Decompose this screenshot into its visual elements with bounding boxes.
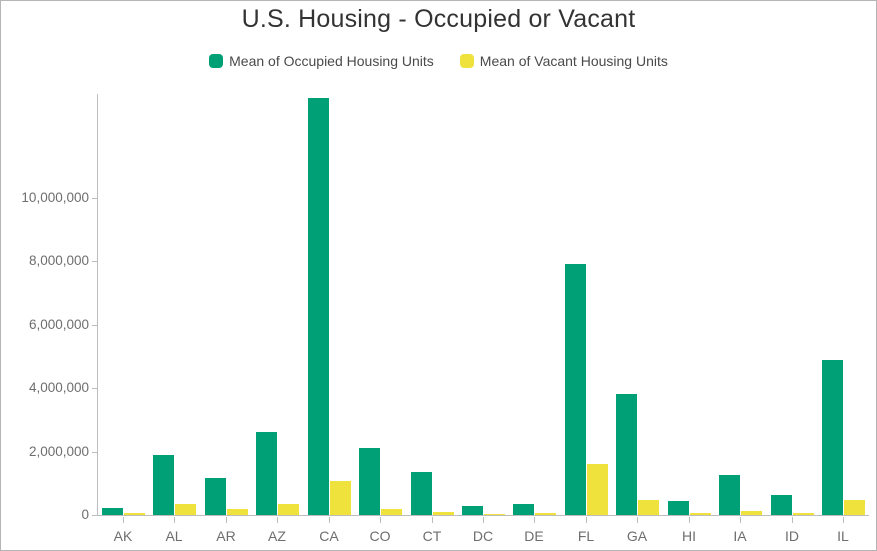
x-axis-label-hi: HI — [682, 528, 696, 544]
x-axis-label-ct: CT — [422, 528, 442, 544]
x-axis-tick — [792, 517, 793, 523]
bar-ak-occupied[interactable] — [102, 508, 123, 515]
x-axis-label-ar: AR — [216, 528, 236, 544]
bar-al-vacant[interactable] — [175, 504, 196, 515]
bar-ga-vacant[interactable] — [638, 500, 659, 515]
x-axis-label-de: DE — [524, 528, 544, 544]
bar-ak-vacant[interactable] — [124, 513, 145, 515]
y-axis-tick — [92, 261, 97, 262]
bar-ia-vacant[interactable] — [741, 511, 762, 515]
y-axis-label: 4,000,000 — [28, 380, 89, 395]
y-axis-label: 8,000,000 — [28, 253, 89, 268]
bar-il-occupied[interactable] — [822, 360, 843, 515]
chart-legend: Mean of Occupied Housing Units Mean of V… — [1, 53, 876, 69]
x-axis-tick — [380, 517, 381, 523]
y-axis-label: 0 — [81, 507, 89, 522]
x-axis-tick — [534, 517, 535, 523]
y-axis-tick — [92, 198, 97, 199]
chart-title: U.S. Housing - Occupied or Vacant — [241, 5, 636, 33]
x-axis-tick — [637, 517, 638, 523]
x-axis-tick — [123, 517, 124, 523]
x-axis-label-ca: CA — [319, 528, 339, 544]
bar-ca-occupied[interactable] — [308, 98, 329, 515]
occupied-series-swatch-icon — [209, 54, 224, 68]
x-axis-label-il: IL — [837, 528, 849, 544]
bar-al-occupied[interactable] — [153, 455, 174, 515]
bar-id-vacant[interactable] — [793, 513, 814, 515]
x-axis-label-ia: IA — [733, 528, 747, 544]
bar-az-occupied[interactable] — [256, 432, 277, 515]
x-axis-tick — [174, 517, 175, 523]
x-axis-tick — [689, 517, 690, 523]
vacant-series-swatch-icon — [459, 54, 474, 68]
bar-de-occupied[interactable] — [513, 504, 534, 515]
x-axis-tick — [586, 517, 587, 523]
bar-fl-vacant[interactable] — [587, 464, 608, 515]
x-axis-tick — [843, 517, 844, 523]
x-axis-tick — [483, 517, 484, 523]
y-axis-tick — [92, 515, 97, 516]
bar-ar-occupied[interactable] — [205, 478, 226, 515]
x-axis-label-id: ID — [785, 528, 799, 544]
x-axis-label-ak: AK — [113, 528, 133, 544]
y-axis-label: 6,000,000 — [28, 317, 89, 332]
bar-ia-occupied[interactable] — [719, 475, 740, 515]
x-axis-tick — [432, 517, 433, 523]
bar-ca-vacant[interactable] — [330, 481, 351, 515]
y-axis-label: 10,000,000 — [21, 190, 89, 205]
x-axis-label-al: AL — [165, 528, 183, 544]
bar-id-occupied[interactable] — [771, 495, 792, 515]
y-axis-tick — [92, 388, 97, 389]
legend-item-occupied[interactable]: Mean of Occupied Housing Units — [209, 53, 434, 69]
bar-ct-occupied[interactable] — [411, 472, 432, 515]
bar-ct-vacant[interactable] — [433, 512, 454, 515]
bar-il-vacant[interactable] — [844, 500, 865, 515]
y-axis-label: 2,000,000 — [28, 444, 89, 459]
bar-co-occupied[interactable] — [359, 448, 380, 515]
plot-area — [97, 94, 869, 516]
bar-hi-vacant[interactable] — [690, 513, 711, 515]
bar-ga-occupied[interactable] — [616, 394, 637, 515]
legend-label-vacant: Mean of Vacant Housing Units — [479, 53, 668, 69]
y-axis-tick — [92, 325, 97, 326]
x-axis-label-dc: DC — [472, 528, 494, 544]
legend-label-occupied: Mean of Occupied Housing Units — [229, 53, 434, 69]
bar-hi-occupied[interactable] — [668, 501, 689, 515]
bar-az-vacant[interactable] — [278, 504, 299, 515]
x-axis-tick — [329, 517, 330, 523]
bar-ar-vacant[interactable] — [227, 509, 248, 515]
x-axis-label-fl: FL — [577, 528, 595, 544]
x-axis-tick — [740, 517, 741, 523]
y-axis-tick — [92, 452, 97, 453]
bar-dc-occupied[interactable] — [462, 506, 483, 515]
x-axis-tick — [277, 517, 278, 523]
bar-co-vacant[interactable] — [381, 509, 402, 515]
x-axis-label-ga: GA — [626, 528, 648, 544]
bar-de-vacant[interactable] — [535, 513, 556, 515]
x-axis-tick — [226, 517, 227, 523]
bar-dc-vacant[interactable] — [484, 514, 505, 515]
x-axis-label-co: CO — [369, 528, 391, 544]
bar-fl-occupied[interactable] — [565, 264, 586, 515]
legend-item-vacant[interactable]: Mean of Vacant Housing Units — [459, 53, 668, 69]
x-axis-label-az: AZ — [268, 528, 286, 544]
